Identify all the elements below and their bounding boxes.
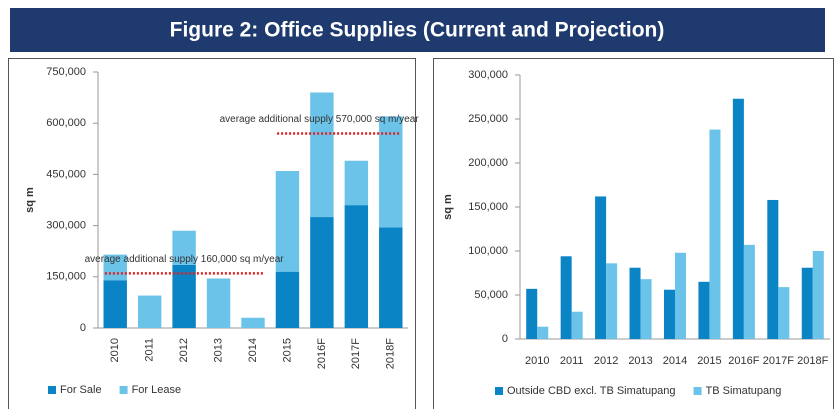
bar <box>537 326 549 339</box>
bar <box>698 281 710 339</box>
legend-label: TB Simatupang <box>706 385 782 397</box>
x-tick-label: 2016F <box>728 355 759 367</box>
x-tick-label: 2010 <box>525 355 549 367</box>
y-tick-label: 600,000 <box>46 117 86 129</box>
y-tick-label: 300,000 <box>46 220 86 232</box>
panel-left <box>8 58 416 409</box>
bar <box>526 288 538 339</box>
legend-swatch <box>119 386 128 394</box>
bar <box>675 252 687 339</box>
bar <box>732 98 744 339</box>
y-tick-label: 0 <box>80 322 86 334</box>
legend-swatch <box>48 386 56 394</box>
y-axis-label: sq m <box>442 194 454 220</box>
x-tick-label: 2012 <box>594 355 618 367</box>
x-tick-label: 2018F <box>797 355 828 367</box>
legend-label: For Sale <box>60 384 102 396</box>
bar <box>606 263 618 339</box>
y-tick-label: 450,000 <box>46 168 86 180</box>
bar <box>801 267 813 339</box>
legend-label: Outside CBD excl. TB Simatupang <box>507 385 676 397</box>
x-tick-label: 2017F <box>350 338 362 369</box>
bar <box>743 244 755 339</box>
y-tick-label: 200,000 <box>468 157 508 169</box>
bar <box>629 267 641 339</box>
bar <box>275 170 300 272</box>
x-tick-label: 2012 <box>178 338 190 362</box>
bar <box>663 289 675 339</box>
x-tick-label: 2014 <box>247 338 259 362</box>
x-tick-label: 2011 <box>144 338 156 362</box>
banner <box>10 8 825 52</box>
bar <box>344 205 369 328</box>
bar <box>172 264 196 328</box>
bar <box>812 251 824 339</box>
annotation: average additional supply 570,000 sq m/y… <box>220 114 420 125</box>
y-tick-label: 50,000 <box>474 289 508 301</box>
x-tick-label: 2015 <box>697 355 721 367</box>
bar <box>709 129 721 339</box>
bar <box>767 199 779 339</box>
legend-swatch <box>693 387 702 395</box>
y-tick-label: 250,000 <box>468 113 508 125</box>
y-tick-label: 150,000 <box>468 201 508 213</box>
annotation: average additional supply 160,000 sq m/y… <box>85 254 285 265</box>
panel-right <box>433 58 834 409</box>
y-tick-label: 0 <box>502 333 508 345</box>
bar <box>640 279 652 339</box>
bar <box>379 116 403 228</box>
bar <box>571 311 583 339</box>
bar <box>379 227 403 328</box>
x-tick-label: 2011 <box>560 355 584 367</box>
bar <box>778 287 790 339</box>
bar <box>103 280 127 328</box>
y-tick-label: 300,000 <box>468 69 508 81</box>
bar <box>310 217 334 328</box>
y-tick-label: 100,000 <box>468 245 508 257</box>
bar <box>595 196 607 339</box>
bar <box>172 230 196 265</box>
bar <box>310 92 334 218</box>
legend-swatch <box>495 387 503 395</box>
x-tick-label: 2014 <box>663 355 687 367</box>
x-tick-label: 2017F <box>763 355 794 367</box>
legend-label: For Lease <box>132 384 182 396</box>
x-tick-label: 2013 <box>212 338 224 362</box>
bar <box>206 278 231 328</box>
bar <box>344 160 369 206</box>
y-tick-label: 750,000 <box>46 66 86 78</box>
bar <box>137 295 162 328</box>
y-tick-label: 150,000 <box>46 271 86 283</box>
x-tick-label: 2018F <box>385 338 397 369</box>
x-tick-label: 2016F <box>316 338 328 369</box>
bar <box>560 256 572 339</box>
x-tick-label: 2013 <box>628 355 652 367</box>
bar <box>275 271 300 328</box>
bar <box>241 317 265 328</box>
x-tick-label: 2015 <box>281 338 293 362</box>
x-tick-label: 2010 <box>109 338 121 362</box>
banner-title: Figure 2: Office Supplies (Current and P… <box>170 19 665 42</box>
y-axis-label: sq m <box>24 187 36 213</box>
